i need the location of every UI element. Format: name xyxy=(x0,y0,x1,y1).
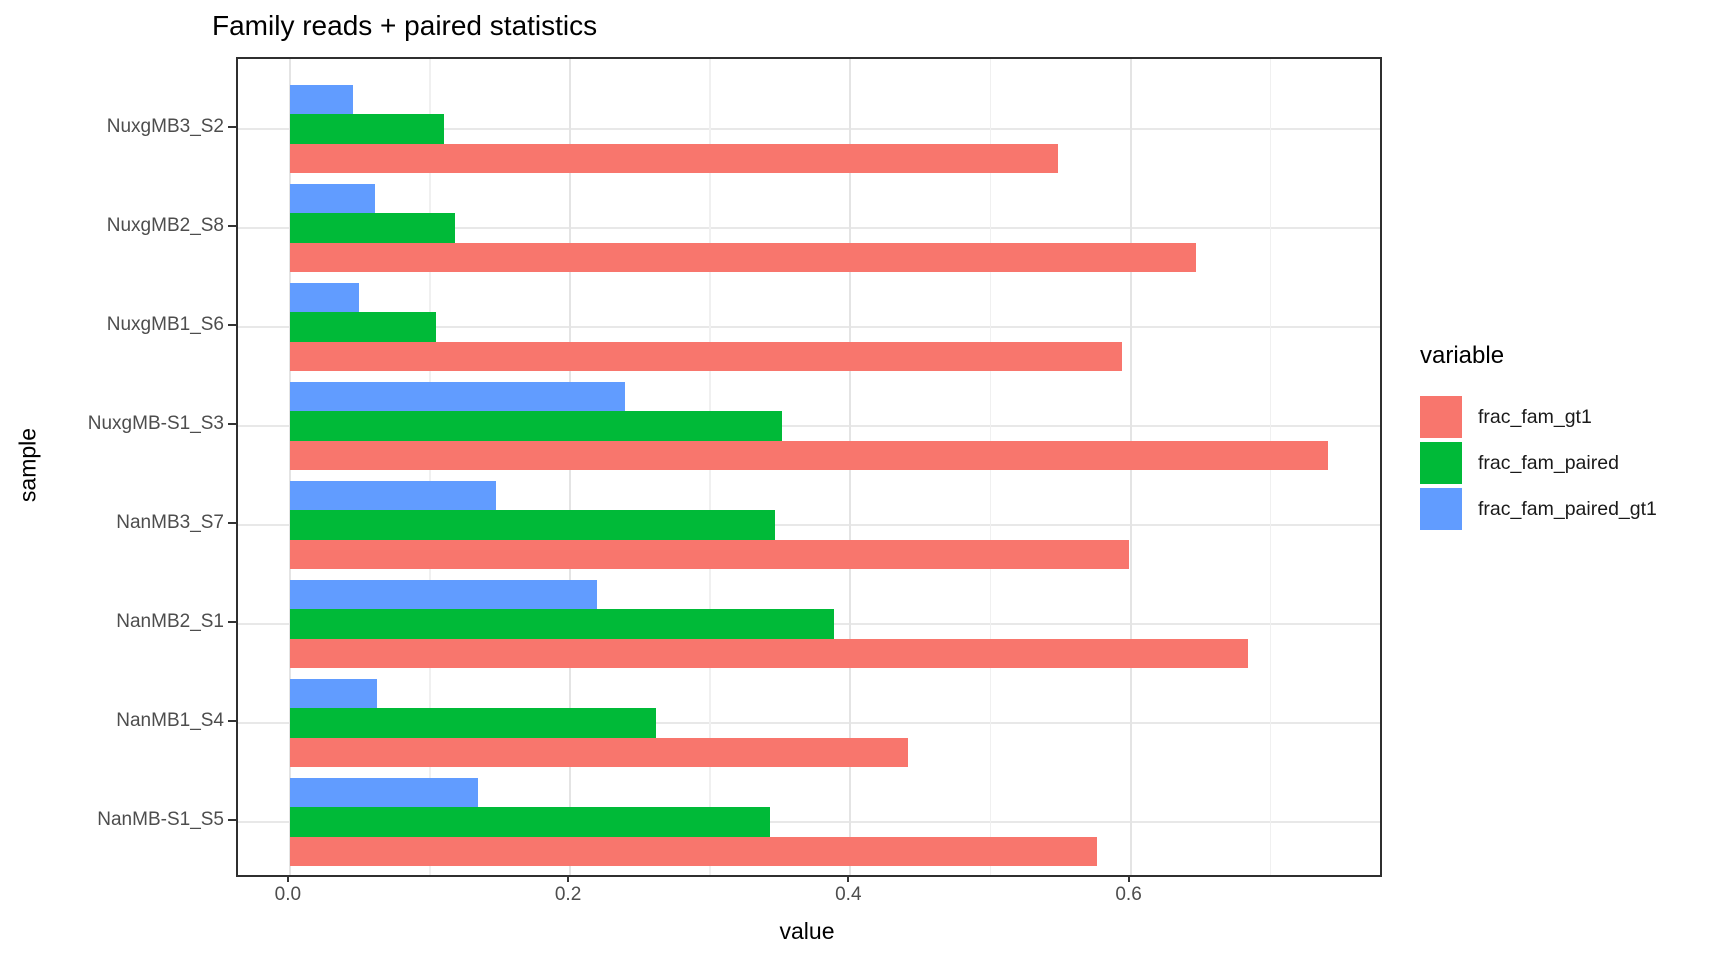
legend: variable frac_fam_gt1 frac_fam_paired fr… xyxy=(1420,342,1720,534)
gridline-y xyxy=(238,425,1380,427)
bar-frac_fam_paired_gt1 xyxy=(289,381,625,412)
y-tick-label: NanMB3_S7 xyxy=(116,512,224,533)
bar-frac_fam_gt1 xyxy=(289,440,1329,471)
legend-title: variable xyxy=(1420,342,1505,369)
y-tick-mark xyxy=(228,225,236,227)
gridline-y xyxy=(238,821,1380,823)
y-tick-label: NanMB1_S4 xyxy=(116,710,224,731)
bar-frac_fam_gt1 xyxy=(289,638,1249,669)
bar-frac_fam_paired xyxy=(289,807,771,837)
bar-frac_fam_paired xyxy=(289,312,436,342)
bar-frac_fam_paired xyxy=(289,708,656,738)
bar-frac_fam_paired xyxy=(289,609,834,639)
x-tick-label: 0.4 xyxy=(835,884,862,905)
y-tick-mark xyxy=(228,621,236,623)
x-tick-mark xyxy=(286,875,289,882)
bar-frac_fam_gt1 xyxy=(289,341,1123,372)
chart-title: Family reads + paired statistics xyxy=(212,10,598,41)
gridline-y xyxy=(238,227,1380,229)
y-tick-mark xyxy=(228,720,236,722)
y-tick-label: NanMB2_S1 xyxy=(116,611,224,632)
y-tick-mark xyxy=(228,126,236,128)
x-tick-label: 0.0 xyxy=(274,884,302,905)
legend-swatch-green xyxy=(1420,442,1462,484)
bar-frac_fam_paired_gt1 xyxy=(289,579,597,610)
y-tick-label: NuxgMB-S1_S3 xyxy=(87,413,224,434)
x-tick-label: 0.6 xyxy=(1115,884,1142,905)
y-axis-title: sample xyxy=(14,427,41,503)
x-tick-mark xyxy=(567,875,570,882)
gridline-y xyxy=(238,524,1380,526)
legend-label: frac_fam_paired_gt1 xyxy=(1478,497,1657,520)
legend-label: frac_fam_paired xyxy=(1478,451,1619,474)
y-tick-label: NuxgMB2_S8 xyxy=(106,215,224,236)
x-tick-mark xyxy=(1127,875,1130,882)
bar-frac_fam_gt1 xyxy=(289,242,1197,273)
plot-panel xyxy=(236,57,1382,877)
y-tick-label: NanMB-S1_S5 xyxy=(97,809,224,830)
x-axis-title: value xyxy=(779,918,835,944)
bar-frac_fam_paired xyxy=(289,411,782,441)
bar-frac_fam_paired xyxy=(289,510,775,540)
y-tick-label: NuxgMB3_S2 xyxy=(106,116,224,137)
legend-item: frac_fam_gt1 xyxy=(1420,396,1720,438)
bar-frac_fam_paired_gt1 xyxy=(289,777,478,808)
gridline-y xyxy=(238,722,1380,724)
bar-frac_fam_paired_gt1 xyxy=(289,183,376,214)
bar-frac_fam_gt1 xyxy=(289,539,1130,570)
x-tick-label: 0.2 xyxy=(554,884,582,905)
bar-frac_fam_gt1 xyxy=(289,737,908,768)
y-tick-mark xyxy=(228,324,236,326)
legend-item: frac_fam_paired_gt1 xyxy=(1420,488,1720,530)
bar-frac_fam_paired_gt1 xyxy=(289,480,496,511)
gridline-y xyxy=(238,128,1380,130)
bar-frac_fam_gt1 xyxy=(289,143,1058,174)
legend-swatch-blue xyxy=(1420,488,1462,530)
legend-swatch-red xyxy=(1420,396,1462,438)
legend-label: frac_fam_gt1 xyxy=(1478,405,1592,428)
bar-frac_fam_gt1 xyxy=(289,836,1097,867)
bar-frac_fam_paired_gt1 xyxy=(289,678,377,709)
bar-frac_fam_paired xyxy=(289,213,456,243)
bar-frac_fam_paired_gt1 xyxy=(289,282,359,313)
y-tick-mark xyxy=(228,423,236,425)
gridline-y xyxy=(238,326,1380,328)
legend-item: frac_fam_paired xyxy=(1420,442,1720,484)
bar-frac_fam_paired_gt1 xyxy=(289,84,353,115)
bar-frac_fam_paired xyxy=(289,114,444,144)
y-tick-mark xyxy=(228,522,236,524)
x-tick-mark xyxy=(847,875,850,882)
y-tick-label: NuxgMB1_S6 xyxy=(106,314,224,335)
y-tick-mark xyxy=(228,819,236,821)
